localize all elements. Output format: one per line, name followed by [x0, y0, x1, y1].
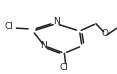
Text: N: N	[40, 41, 47, 50]
Text: Cl: Cl	[5, 22, 14, 31]
Text: N: N	[53, 17, 60, 26]
Text: Cl: Cl	[60, 63, 69, 72]
Text: O: O	[102, 29, 109, 38]
